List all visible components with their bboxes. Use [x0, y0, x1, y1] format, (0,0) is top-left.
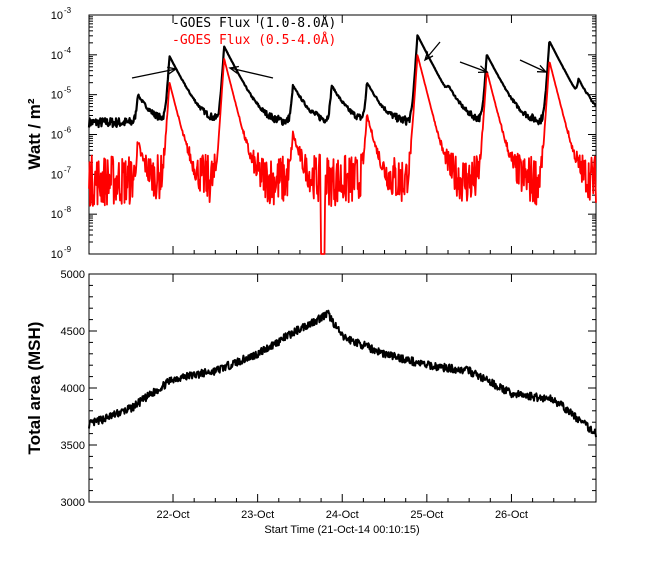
flare-arrows	[131, 41, 548, 79]
area-series	[88, 309, 597, 438]
area-y-axis-label: Total area (MSH)	[25, 322, 44, 455]
x-axis-label: Start Time (21-Oct-14 00:10:15)	[264, 524, 419, 536]
flare-arrow	[459, 61, 488, 73]
series-line-total-area	[88, 309, 597, 438]
flux-series	[87, 34, 597, 255]
flux-y-tick-exponent: -5	[64, 86, 72, 95]
flux-y-tick-label: 10	[51, 50, 63, 62]
flare-arrow	[131, 68, 177, 79]
flux-y-tick-exponent: -4	[64, 46, 72, 55]
area-x-ticks: 22-Oct 23-Oct 24-Oct 25-Oct 26-Oct	[157, 274, 576, 521]
flux-y-tick-exponent: -9	[64, 245, 72, 254]
flux-y-tick-label: 10	[51, 90, 63, 102]
flux-panel: 10-310-410-510-610-710-810-9 -GOES Flux …	[25, 6, 597, 261]
area-y-tick-label: 5000	[61, 269, 85, 281]
flare-arrow	[424, 41, 441, 61]
flare-arrow-head	[477, 65, 489, 74]
series-line-short-band	[88, 54, 597, 255]
x-tick-label: 22-Oct	[157, 509, 190, 521]
flare-arrow	[229, 67, 274, 79]
flux-y-tick-label: 10	[51, 169, 63, 181]
flux-y-axis-label: Watt / m²	[25, 98, 44, 169]
series-line-long-band	[87, 34, 597, 129]
legend: -GOES Flux (1.0-8.0Å) -GOES Flux (0.5-4.…	[172, 15, 336, 48]
flux-y-tick-label: 10	[51, 209, 63, 221]
area-y-ticks: 3000 3500 4000 4500 5000	[61, 269, 596, 509]
legend-entry-short-band: -GOES Flux (0.5-4.0Å)	[172, 32, 336, 48]
flux-y-tick-exponent: -7	[64, 165, 72, 174]
area-y-tick-label: 3000	[61, 497, 85, 509]
area-y-tick-label: 4500	[61, 326, 85, 338]
flare-arrow-head	[167, 66, 178, 75]
x-tick-label: 23-Oct	[241, 509, 274, 521]
area-y-tick-label: 4000	[61, 383, 85, 395]
legend-entry-long-band: -GOES Flux (1.0-8.0Å)	[172, 15, 336, 31]
flux-y-tick-label: 10	[51, 10, 63, 22]
x-tick-label: 26-Oct	[495, 509, 528, 521]
flare-arrow	[519, 59, 547, 73]
flare-arrow-head	[536, 64, 548, 73]
flux-y-tick-exponent: -3	[64, 6, 72, 15]
x-tick-label: 24-Oct	[326, 509, 359, 521]
flux-x-ticks	[172, 15, 576, 254]
flare-arrow-head	[228, 65, 239, 74]
flare-arrow-head	[423, 51, 434, 62]
flux-y-tick-label: 10	[51, 130, 63, 142]
flux-y-tick-exponent: -6	[64, 126, 72, 135]
flux-y-tick-exponent: -8	[64, 205, 72, 214]
flux-y-ticks: 10-310-410-510-610-710-810-9	[51, 6, 596, 261]
area-y-tick-label: 3500	[61, 440, 85, 452]
x-tick-label: 25-Oct	[410, 509, 443, 521]
flux-y-tick-label: 10	[51, 249, 63, 261]
